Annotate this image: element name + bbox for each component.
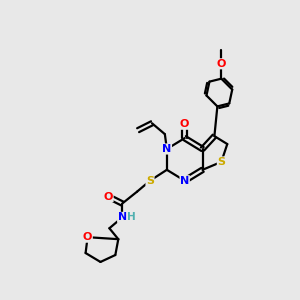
- Text: S: S: [217, 157, 225, 167]
- Text: O: O: [180, 119, 189, 129]
- Text: O: O: [217, 59, 226, 69]
- Text: H: H: [127, 212, 136, 222]
- Text: N: N: [118, 212, 127, 222]
- Text: N: N: [162, 144, 172, 154]
- Text: N: N: [180, 176, 189, 186]
- Text: S: S: [146, 176, 154, 186]
- Text: O: O: [83, 232, 92, 242]
- Text: O: O: [104, 192, 113, 202]
